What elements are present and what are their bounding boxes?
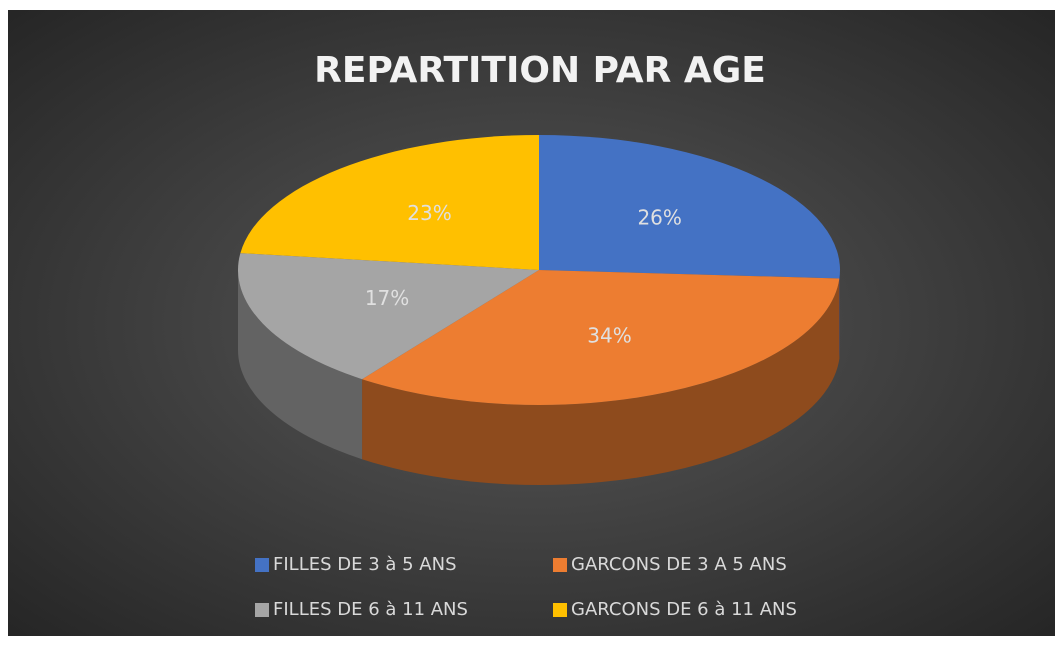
legend-label: GARCONS DE 3 A 5 ANS <box>571 554 787 575</box>
data-label: 23% <box>407 201 451 225</box>
slice <box>238 253 539 380</box>
slice <box>539 135 840 279</box>
slice <box>362 270 840 405</box>
legend-label: GARCONS DE 6 à 11 ANS <box>571 599 797 620</box>
legend-label: FILLES DE 3 à 5 ANS <box>273 554 457 575</box>
data-label: 34% <box>587 324 631 348</box>
data-label: 17% <box>365 286 409 310</box>
legend-label: FILLES DE 6 à 11 ANS <box>273 599 468 620</box>
legend-swatch <box>553 558 567 572</box>
chart-title: REPARTITION PAR AGE <box>314 50 766 91</box>
slice-side <box>238 270 363 460</box>
legend-swatch <box>255 558 269 572</box>
data-label: 26% <box>637 206 681 230</box>
legend-swatch <box>553 603 567 617</box>
slice-side <box>839 270 840 359</box>
legend-swatch <box>255 603 269 617</box>
slice-side <box>362 278 840 485</box>
slice <box>240 135 539 270</box>
